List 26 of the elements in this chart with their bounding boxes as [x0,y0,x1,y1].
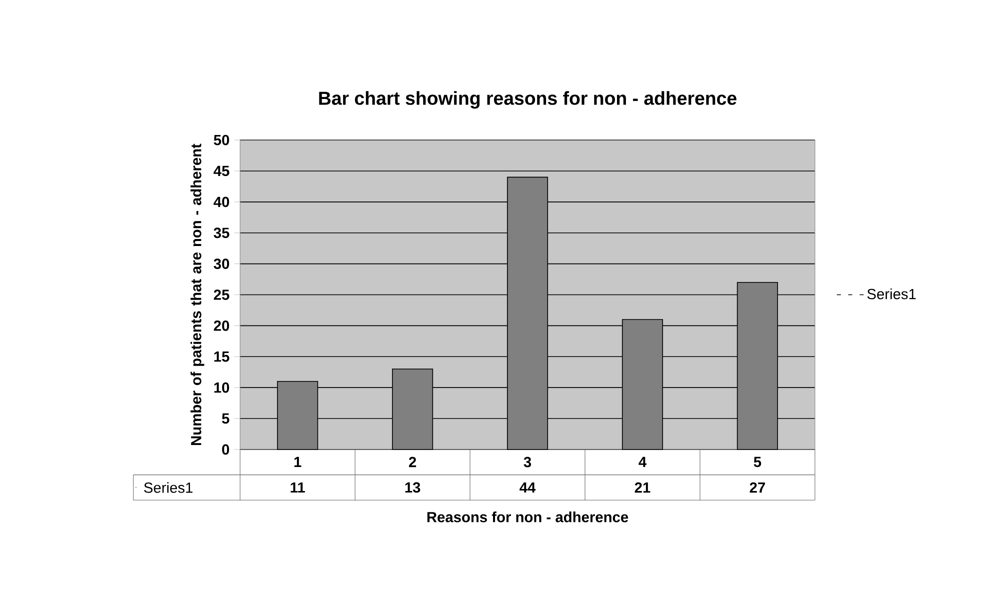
y-tick-label: 35 [214,228,230,238]
y-tick-label: 15 [214,352,230,362]
legend-label: Series1 [867,288,916,300]
y-tick-label: 50 [214,135,230,146]
y-tick-label: 30 [214,258,230,270]
text: Series1 [144,482,192,494]
y-tick-label: 45 [214,166,230,176]
data-label: 13 [405,482,420,493]
y-tick-label: 25 [214,290,230,300]
data-label: 21 [634,482,650,493]
x-axis-title: Reasons for non - adherence [427,512,628,523]
x-tick-label: 1 [294,457,302,468]
data-label: 44 [520,482,536,493]
x-tick-label: 4 [638,457,646,468]
x-tick-label: 2 [408,457,416,468]
y-tick-label: 5 [222,414,230,424]
data-label: 11 [290,482,305,493]
x-tick-label: 3 [524,457,532,468]
y-tick-label: 10 [214,382,230,394]
x-tick-label: 5 [754,457,762,468]
y-tick-label: 40 [214,196,230,208]
data-label: 27 [750,482,765,493]
y-axis-title: Number of patients that are non - adherent [190,144,204,446]
y-tick-label: 20 [214,320,230,332]
y-tick-label: 0 [222,444,230,455]
chart-title: Bar chart showing reasons for non - adherence [319,91,736,109]
